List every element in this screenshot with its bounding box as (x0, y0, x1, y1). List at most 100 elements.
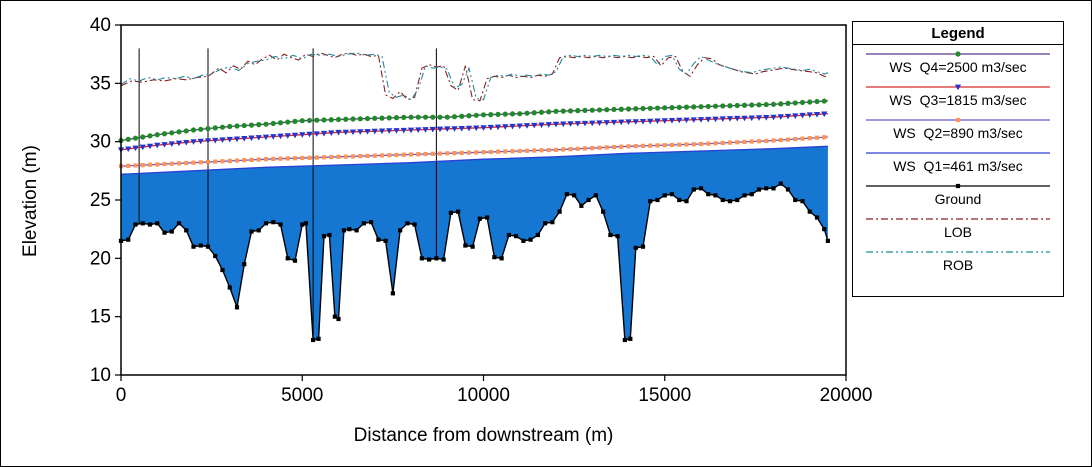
y-tick-label: 35 (90, 73, 111, 94)
ws-marker (328, 117, 334, 123)
ground-marker (300, 222, 305, 227)
ws-marker (618, 106, 624, 112)
legend-entry-ws-q4: WS Q4=2500 m3/sec (853, 45, 1063, 78)
ws-marker (596, 120, 603, 126)
ws-marker (560, 108, 566, 114)
ws-marker (683, 117, 690, 124)
ground-marker (822, 227, 827, 232)
ground-marker (793, 197, 798, 203)
y-tick-label: 10 (90, 365, 111, 386)
ws-marker (741, 102, 748, 108)
ws-marker (771, 138, 776, 143)
ws-marker (242, 158, 247, 163)
ground-marker (814, 215, 820, 220)
ws-marker (183, 139, 190, 146)
ws-marker (553, 147, 559, 152)
ws-marker (220, 159, 225, 164)
legend-line-sample-ground (866, 183, 1050, 189)
ground-marker (521, 238, 526, 243)
ws-marker (408, 152, 414, 157)
ws-marker (343, 154, 348, 159)
ws-marker (749, 102, 755, 108)
ws-marker (277, 133, 284, 140)
ground-marker (155, 221, 160, 226)
ws-marker (372, 115, 378, 121)
ws-marker (140, 163, 145, 168)
ws-marker (690, 117, 697, 123)
ws-marker (763, 115, 770, 121)
ws-marker (343, 116, 349, 122)
x-axis-title: Distance from downstream (m) (353, 425, 614, 446)
ws-marker (523, 123, 531, 129)
ws-marker (552, 121, 560, 128)
ws-marker (423, 151, 428, 157)
ws-marker (299, 132, 306, 138)
ws-marker (394, 152, 399, 158)
ws-marker (169, 161, 174, 166)
ws-marker (676, 104, 682, 110)
ground-marker (376, 237, 381, 242)
ws-marker (488, 112, 494, 118)
ws-marker (618, 119, 625, 126)
ws-marker (379, 115, 385, 121)
ws-marker (510, 149, 515, 154)
y-tick-label: 20 (90, 248, 111, 269)
ws-marker (495, 111, 501, 117)
ground-marker (564, 192, 569, 197)
ws-marker (451, 126, 458, 132)
ground-marker (383, 238, 388, 243)
ws-marker (473, 125, 480, 132)
ws-marker (677, 142, 682, 147)
ground-marker (354, 228, 359, 233)
ground-marker (615, 234, 620, 239)
ground-marker (162, 230, 167, 235)
ground-marker (140, 221, 145, 226)
ws-marker (770, 101, 777, 107)
ws-marker (647, 118, 654, 125)
ws-marker (626, 144, 631, 149)
ground-marker (191, 244, 196, 249)
ws-marker (256, 122, 262, 128)
ws-marker (814, 98, 820, 105)
ws-marker (567, 108, 574, 114)
ground-marker (640, 244, 646, 249)
ws-marker (256, 157, 261, 162)
ws-marker (495, 149, 501, 154)
ws-marker (241, 136, 248, 142)
ground-marker (492, 255, 497, 260)
legend-label-ws-q3: WS Q3=1815 m3/sec (889, 92, 1027, 108)
ws-marker (271, 156, 276, 162)
ground-marker (405, 221, 410, 226)
ws-marker (365, 153, 370, 158)
legend-sample-marker (955, 117, 961, 123)
ws-marker (807, 136, 812, 141)
ws-marker (764, 138, 769, 143)
ground-marker (448, 210, 453, 215)
ground-marker (648, 199, 653, 204)
ws-marker (473, 112, 479, 118)
ws-marker (777, 114, 784, 120)
ws-marker (451, 114, 458, 120)
legend-label-ws-q4: WS Q4=2500 m3/sec (889, 59, 1027, 75)
ws-marker (212, 137, 219, 144)
ws-marker (778, 137, 783, 143)
ground-marker (633, 245, 638, 250)
ws-marker (358, 154, 363, 159)
ground-marker (341, 228, 347, 233)
x-tick-label: 10000 (457, 385, 510, 406)
ws-marker (582, 146, 588, 151)
ground-marker (785, 187, 791, 192)
ground-marker (441, 257, 446, 262)
legend-label-lob: LOB (943, 224, 972, 240)
legend-entry-rob: ROB (853, 243, 1063, 276)
ws-marker (292, 156, 298, 161)
legend-title: Legend (853, 22, 1063, 45)
ws-marker (162, 161, 167, 167)
ws-marker (183, 128, 189, 134)
y-tick-label: 25 (90, 190, 111, 211)
ws-marker (545, 122, 552, 128)
ws-marker (161, 131, 168, 137)
ws-marker (263, 157, 269, 162)
ws-marker (755, 115, 763, 121)
ground-marker (347, 227, 352, 232)
